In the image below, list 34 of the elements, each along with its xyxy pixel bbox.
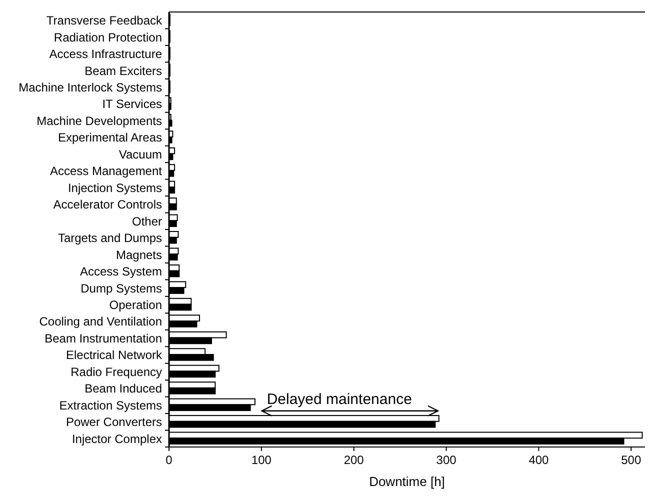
y-tick-label: Transverse Feedback (46, 14, 163, 28)
y-tick-label: Dump Systems (80, 281, 162, 296)
y-tick-label: Injection Systems (68, 180, 162, 195)
y-tick-label: Access Infrastructure (49, 47, 162, 62)
y-tick-label: Vacuum (118, 147, 162, 162)
y-tick-label: Access Management (50, 164, 163, 178)
y-tick-label: Machine Developments (36, 114, 162, 128)
y-tick-label: Accelerator Controls (53, 198, 162, 212)
y-tick-label: Other (132, 214, 162, 228)
x-tick-label: 100 (251, 453, 272, 467)
y-tick-label: Targets and Dumps (58, 231, 162, 246)
y-tick-label: Electrical Network (66, 348, 163, 362)
y-tick-label: Extraction Systems (59, 398, 162, 412)
y-tick-label: Beam Induced (84, 382, 162, 396)
y-tick-label: Cooling and Ventilation (39, 314, 162, 329)
x-tick-label: 400 (528, 453, 550, 467)
x-tick-label: 500 (621, 453, 642, 467)
y-tick-label: Injector Complex (72, 432, 162, 446)
annotation: Delayed maintenance (266, 390, 412, 408)
y-tick-label: Power Converters (66, 415, 162, 430)
x-tick-label: 200 (344, 453, 364, 467)
y-tick-label: Radio Frequency (70, 364, 162, 379)
y-tick-label: Beam Exciters (84, 64, 162, 78)
y-tick-label: Beam Instrumentation (44, 331, 162, 346)
x-tick-label: 300 (436, 453, 457, 467)
y-tick-label: Experimental Areas (58, 130, 162, 145)
y-tick-label: Operation (109, 298, 162, 312)
y-tick-label: Magnets (116, 248, 162, 262)
x-tick-label: 0 (166, 453, 173, 467)
x-axis-title: Downtime [h] (369, 474, 445, 489)
y-tick-label: Machine Interlock Systems (18, 80, 162, 94)
y-tick-label: Access System (80, 264, 162, 279)
y-tick-label: Radiation Protection (54, 30, 162, 44)
y-tick-label: IT Services (102, 97, 162, 112)
